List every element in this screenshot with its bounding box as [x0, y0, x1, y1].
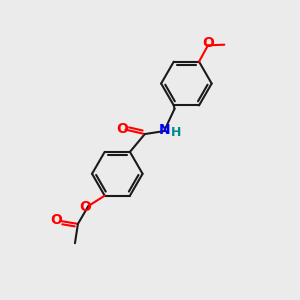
- Text: N: N: [159, 124, 170, 137]
- Text: O: O: [80, 200, 91, 214]
- Text: O: O: [51, 213, 62, 227]
- Text: O: O: [202, 36, 214, 50]
- Text: H: H: [171, 126, 181, 139]
- Text: O: O: [116, 122, 128, 136]
